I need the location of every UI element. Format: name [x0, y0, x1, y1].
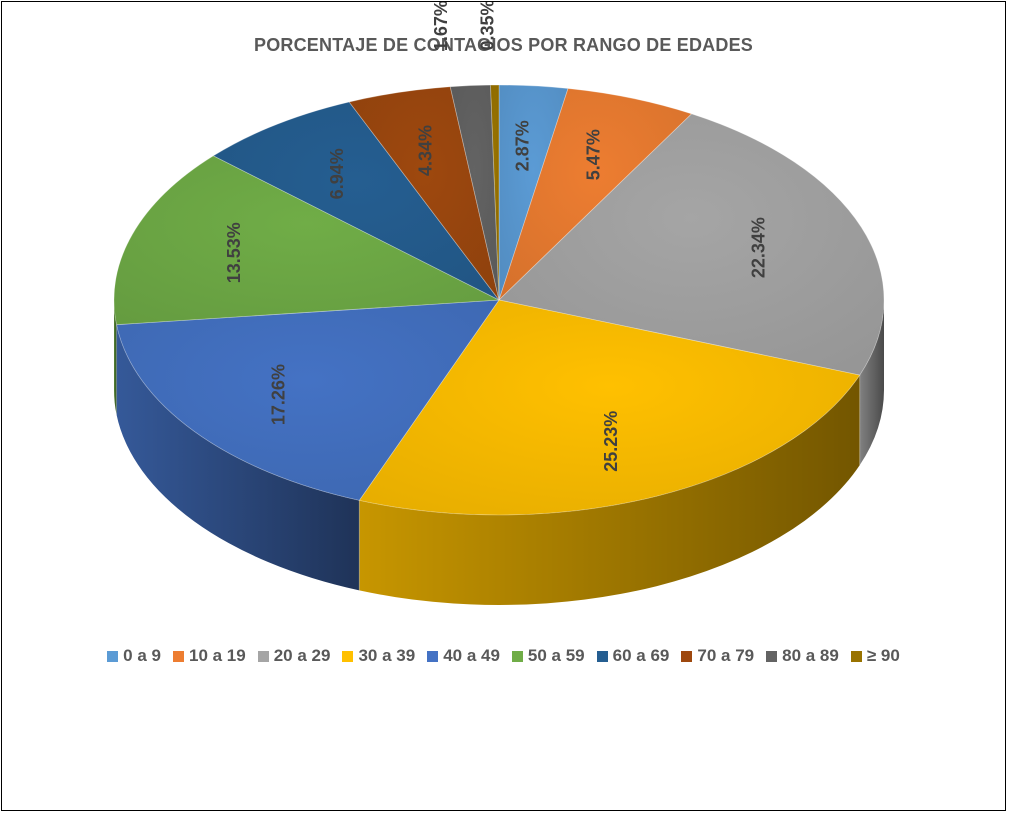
legend-item-4: 40 a 49 — [427, 646, 500, 666]
legend-label: 30 a 39 — [358, 646, 416, 665]
pie-slice-4 — [116, 299, 500, 501]
pie-slice-6 — [212, 101, 500, 301]
pie-slice-8 — [449, 84, 500, 301]
legend-swatch — [427, 650, 439, 662]
legend-label: 60 a 69 — [612, 646, 670, 665]
pie-side-4 — [116, 324, 360, 591]
legend-label: 10 a 19 — [188, 646, 246, 665]
pie-slice-1 — [498, 88, 693, 301]
legend-swatch — [342, 650, 354, 662]
pie-slice-2 — [498, 113, 885, 376]
legend-swatch — [107, 650, 119, 662]
legend-swatch — [681, 650, 693, 662]
legend-swatch — [596, 650, 608, 662]
pie-slice-9 — [490, 84, 500, 301]
legend-item-9: ≥ 90 — [850, 646, 900, 666]
pie-side-5 — [114, 300, 117, 415]
legend-item-5: 50 a 59 — [511, 646, 585, 666]
legend-swatch — [511, 650, 523, 662]
data-label-7: 4.34% — [416, 125, 436, 176]
pie-side-walls — [114, 300, 884, 605]
legend-item-1: 10 a 19 — [172, 646, 246, 666]
legend-item-3: 30 a 39 — [342, 646, 415, 666]
pie-side-2 — [859, 300, 884, 466]
legend-swatch — [850, 650, 862, 662]
legend-swatch — [172, 650, 184, 662]
legend-item-7: 70 a 79 — [681, 646, 754, 666]
chart-title: PORCENTAJE DE CONTAGIOS POR RANGO DE EDA… — [254, 35, 753, 55]
data-label-1: 5.47% — [583, 129, 603, 180]
legend-label: 20 a 29 — [273, 646, 331, 665]
legend-label: 40 a 49 — [443, 646, 500, 665]
legend-label: 0 a 9 — [123, 646, 161, 665]
pie-slice-3 — [358, 299, 861, 516]
legend-item-6: 60 a 69 — [596, 646, 670, 666]
data-label-0: 2.87% — [513, 120, 533, 171]
pie-slice-0 — [498, 84, 569, 301]
legend-label: 80 a 89 — [782, 646, 839, 665]
legend-swatch — [257, 650, 269, 662]
legend-label: 70 a 79 — [697, 646, 755, 665]
legend-item-8: 80 a 89 — [766, 646, 839, 666]
pie-slice-7 — [348, 86, 500, 301]
data-label-2: 22.34% — [749, 217, 769, 278]
data-label-4: 17.26% — [268, 364, 288, 425]
legend-item-2: 20 a 29 — [257, 646, 331, 666]
legend-swatch — [766, 650, 778, 662]
legend-label: 50 a 59 — [527, 646, 585, 665]
pie-side-3 — [359, 375, 860, 605]
pie-top — [113, 84, 885, 516]
data-label-9: 0.35% — [478, 2, 498, 51]
data-label-3: 25.23% — [601, 411, 621, 472]
data-label-6: 6.94% — [327, 148, 347, 199]
pie-slice-5 — [113, 155, 501, 326]
legend-item-0: 0 a 9 — [107, 646, 161, 666]
data-label-5: 13.53% — [224, 222, 244, 283]
chart-legend: 0 a 9 10 a 19 20 a 29 30 a 39 40 a 49 50 a 59… — [2, 646, 1005, 666]
data-label-8: 1.67% — [431, 2, 451, 51]
pie-data-labels: 2.87% 5.47% 22.34% 25.23% 17.26% 13.53% 6.94% 4… — [224, 2, 769, 472]
legend-label: ≥ 90 — [866, 646, 900, 665]
